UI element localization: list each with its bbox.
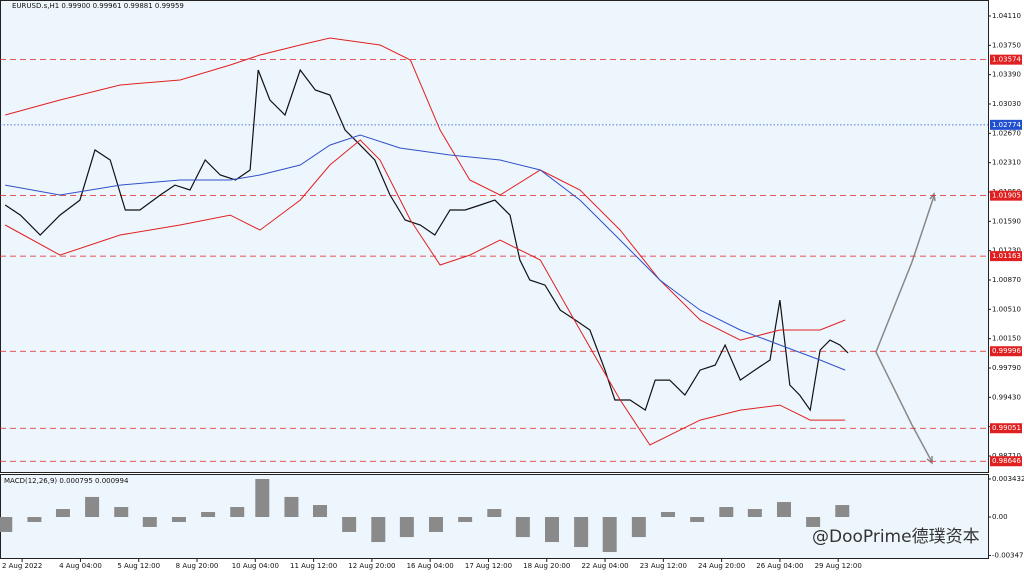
level-tag	[990, 119, 1022, 130]
y-tick-label: 1.03390	[992, 71, 1021, 79]
macd-header: MACD(12,26,9) 0.000795 0.000994	[4, 477, 129, 485]
level-tag	[990, 423, 1022, 434]
macd-bar	[0, 516, 13, 532]
macd-bar	[171, 516, 186, 522]
macd-bar	[515, 516, 530, 538]
macd-bar	[371, 516, 386, 543]
y-tick-label: 1.03030	[992, 100, 1021, 108]
macd-bar	[313, 505, 328, 517]
y-tick-label: 1.03750	[992, 41, 1021, 49]
x-tick-label: 22 Aug 04:00	[581, 562, 628, 570]
y-tick-label: -0.003478	[992, 552, 1024, 560]
level-label: 0.98646	[992, 457, 1021, 465]
x-tick-label: 11 Aug 12:00	[290, 562, 337, 570]
y-tick-label: 1.00150	[992, 335, 1021, 343]
x-tick-label: 24 Aug 20:00	[698, 562, 745, 570]
level-tag	[990, 346, 1022, 357]
arrow-up	[875, 195, 935, 353]
macd-bar	[429, 516, 444, 532]
macd-bar	[142, 516, 157, 527]
macd-bar	[230, 507, 245, 517]
macd-bar	[342, 516, 357, 532]
price-panel	[0, 0, 988, 472]
y-tick-label: 1.02310	[992, 159, 1021, 167]
y-tick-label: 1.02670	[992, 129, 1021, 137]
level-label: 0.99051	[992, 424, 1021, 432]
level-label: 1.01905	[992, 192, 1021, 200]
y-tick-label: 0.99430	[992, 393, 1021, 401]
y-tick-label: 0.99790	[992, 364, 1021, 372]
macd-bar	[85, 496, 100, 517]
level-label: 1.02774	[992, 121, 1021, 129]
macd-bar	[835, 505, 850, 517]
macd-bar	[660, 512, 675, 517]
level-tag	[990, 54, 1022, 65]
level-label: 0.99996	[992, 347, 1021, 355]
x-tick-label: 23 Aug 12:00	[640, 562, 687, 570]
y-tick-label: 1.01590	[992, 217, 1021, 225]
x-tick-label: 10 Aug 04:00	[232, 562, 279, 570]
macd-bar	[574, 516, 589, 548]
x-tick-label: 16 Aug 04:00	[407, 562, 454, 570]
level-tag	[990, 456, 1022, 467]
x-tick-label: 29 Aug 12:00	[815, 562, 862, 570]
arrow-head	[926, 456, 933, 465]
y-tick-label: 1.00870	[992, 276, 1021, 284]
macd-bar	[458, 516, 473, 522]
y-tick-label: 1.04110	[992, 12, 1021, 20]
x-tick-label: 12 Aug 20:00	[348, 562, 395, 570]
y-tick-label: 0.98710	[992, 452, 1021, 460]
price-line	[4, 68, 849, 412]
indicator-line	[4, 139, 846, 446]
x-tick-label: 26 Aug 04:00	[756, 562, 803, 570]
x-tick-label: 5 Aug 12:00	[117, 562, 160, 570]
level-label: 1.01163	[992, 252, 1021, 260]
macd-bar	[690, 516, 705, 522]
macd-bar	[631, 516, 646, 538]
x-tick-label: 4 Aug 04:00	[59, 562, 102, 570]
macd-bar	[544, 516, 559, 543]
macd-bar	[806, 516, 821, 527]
macd-bar	[27, 516, 42, 522]
watermark: @DooPrime德璞资本	[812, 527, 980, 547]
y-tick-label: 1.01230	[992, 247, 1021, 255]
price-frame	[0, 0, 989, 473]
level-label: 1.03574	[992, 56, 1021, 64]
macd-bar	[487, 509, 502, 517]
arrow-down	[875, 351, 933, 463]
y-tick-label: 1.00510	[992, 305, 1021, 313]
arrow-head	[929, 192, 936, 202]
macd-bar	[776, 502, 791, 517]
projection-arrows	[875, 192, 936, 465]
x-tick-label: 18 Aug 20:00	[523, 562, 570, 570]
macd-bar	[747, 509, 762, 517]
macd-bar	[201, 512, 216, 517]
y-tick-label: 0.003432	[992, 475, 1024, 483]
macd-bar	[255, 478, 270, 517]
macd-bar	[114, 507, 129, 517]
x-tick-label: 8 Aug 20:00	[176, 562, 219, 570]
macd-bar	[399, 516, 414, 538]
macd-bar	[284, 496, 299, 517]
y-tick-label: 0.00	[992, 513, 1008, 521]
level-tag	[990, 190, 1022, 201]
macd-bar	[55, 509, 70, 517]
indicator-line	[5, 134, 846, 371]
x-tick-label: 17 Aug 12:00	[465, 562, 512, 570]
macd-bar	[719, 507, 734, 517]
chart-header: EURUSD.s,H1 0.99900 0.99961 0.99881 0.99…	[12, 2, 184, 10]
x-tick-label: 2 Aug 2022	[2, 562, 42, 570]
level-tag	[990, 251, 1022, 262]
macd-bar	[602, 516, 617, 553]
